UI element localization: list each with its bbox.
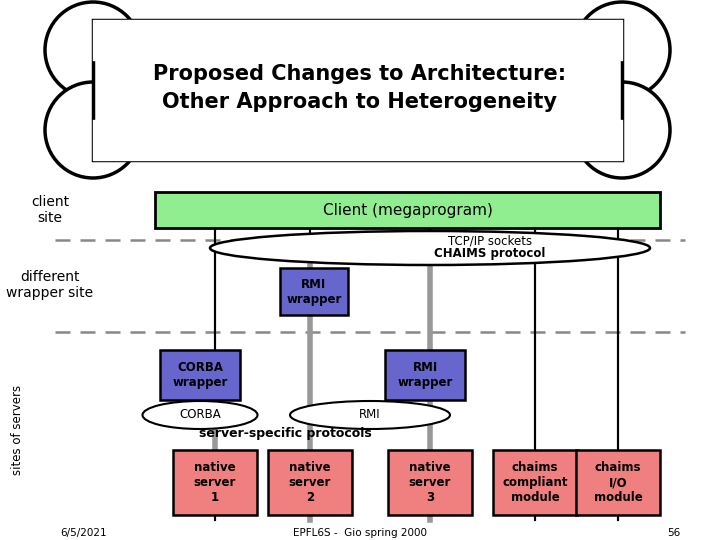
Circle shape <box>574 82 670 178</box>
Text: server-specific protocols: server-specific protocols <box>199 427 372 440</box>
FancyBboxPatch shape <box>268 450 352 515</box>
Text: sites of servers: sites of servers <box>12 385 24 475</box>
FancyBboxPatch shape <box>160 350 240 400</box>
FancyBboxPatch shape <box>576 450 660 515</box>
Text: CORBA: CORBA <box>179 408 221 422</box>
Text: Client (megaprogram): Client (megaprogram) <box>323 202 492 218</box>
FancyBboxPatch shape <box>155 192 660 228</box>
FancyBboxPatch shape <box>493 450 577 515</box>
Text: native
server
2: native server 2 <box>289 461 331 504</box>
Text: chaims
compliant
module: chaims compliant module <box>503 461 568 504</box>
Circle shape <box>45 82 141 178</box>
Ellipse shape <box>210 231 650 265</box>
Text: 6/5/2021: 6/5/2021 <box>60 528 107 538</box>
Text: RMI
wrapper: RMI wrapper <box>287 278 342 306</box>
Text: RMI
wrapper: RMI wrapper <box>397 361 453 389</box>
Ellipse shape <box>290 401 450 429</box>
FancyBboxPatch shape <box>280 268 348 315</box>
Text: chaims
I/O
module: chaims I/O module <box>593 461 642 504</box>
Text: native
server
1: native server 1 <box>194 461 236 504</box>
Text: CORBA
wrapper: CORBA wrapper <box>172 361 228 389</box>
Text: CHAIMS protocol: CHAIMS protocol <box>434 246 546 260</box>
Text: different
wrapper site: different wrapper site <box>6 270 94 300</box>
Text: EPFL6S -  Gio spring 2000: EPFL6S - Gio spring 2000 <box>293 528 427 538</box>
Text: RMI: RMI <box>359 408 381 422</box>
FancyBboxPatch shape <box>93 20 622 160</box>
Circle shape <box>45 2 141 98</box>
Circle shape <box>574 2 670 98</box>
Ellipse shape <box>143 401 258 429</box>
Text: Proposed Changes to Architecture:
Other Approach to Heterogeneity: Proposed Changes to Architecture: Other … <box>153 64 567 112</box>
FancyBboxPatch shape <box>173 450 257 515</box>
Text: 56: 56 <box>667 528 680 538</box>
Text: client
site: client site <box>31 195 69 225</box>
Text: native
server
3: native server 3 <box>409 461 451 504</box>
Text: TCP/IP sockets: TCP/IP sockets <box>448 234 532 247</box>
FancyBboxPatch shape <box>385 350 465 400</box>
FancyBboxPatch shape <box>388 450 472 515</box>
